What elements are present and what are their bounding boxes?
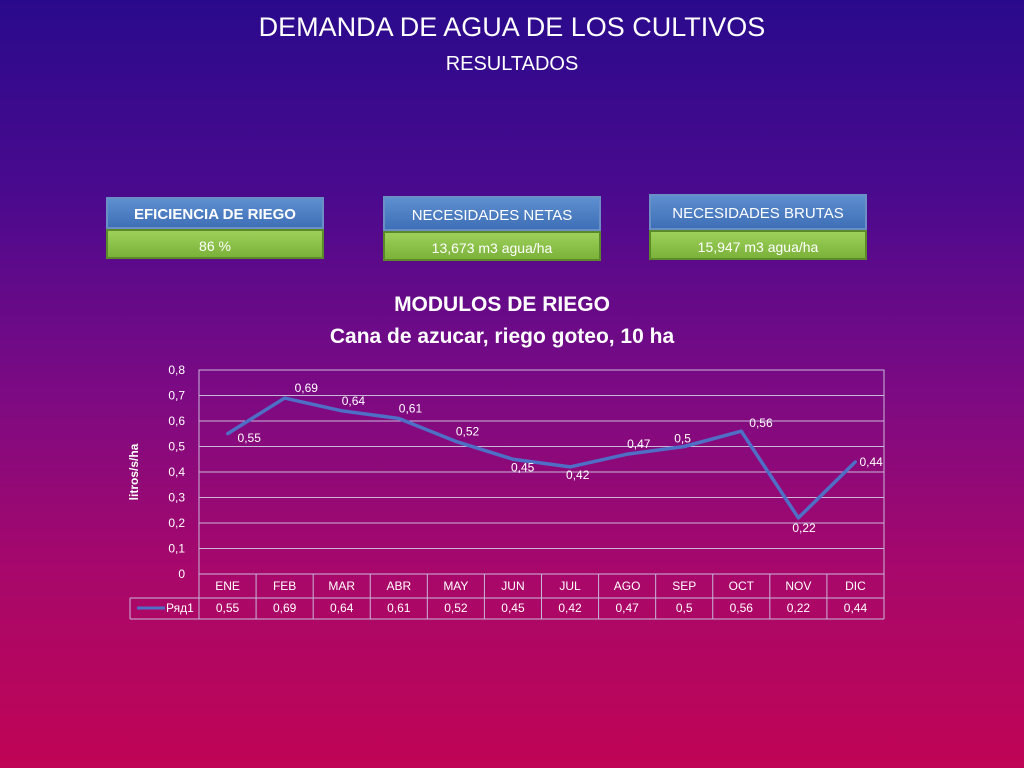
gross-needs-value: 15,947 m3 agua/ha — [649, 230, 867, 260]
table-cell: 0,52 — [444, 601, 468, 615]
series-line — [226, 396, 857, 520]
legend-entry: Ряд1 — [166, 601, 194, 615]
x-tick-label: ENE — [215, 579, 240, 593]
x-tick-label: MAY — [443, 579, 468, 593]
y-tick-label: 0,1 — [168, 542, 185, 556]
data-label: 0,5 — [674, 432, 691, 446]
table-cell: 0,55 — [216, 601, 240, 615]
x-tick-label: ABR — [386, 579, 411, 593]
data-point — [511, 457, 515, 461]
y-tick-label: 0,7 — [168, 389, 185, 403]
net-needs-label: NECESIDADES NETAS — [383, 196, 601, 231]
data-point — [340, 409, 344, 413]
table-cell: 0,22 — [787, 601, 811, 615]
y-tick-label: 0,3 — [168, 491, 185, 505]
y-axis-label: litros/s/ha — [127, 443, 141, 500]
x-tick-label: OCT — [729, 579, 755, 593]
irrigation-efficiency-box: EFICIENCIA DE RIEGO 86 % — [106, 197, 324, 259]
table-cell: 0,42 — [558, 601, 582, 615]
data-point — [283, 396, 287, 400]
data-point — [226, 432, 230, 436]
y-tick-label: 0,2 — [168, 516, 185, 530]
page-subtitle: RESULTADOS — [445, 53, 579, 75]
x-tick-label: NOV — [785, 579, 811, 593]
data-point — [796, 516, 800, 520]
y-tick-label: 0,6 — [168, 414, 185, 428]
net-needs-box: NECESIDADES NETAS 13,673 m3 agua/ha — [383, 196, 601, 261]
data-label: 0,45 — [511, 460, 535, 474]
y-tick-label: 0,5 — [168, 440, 185, 454]
data-label: 0,47 — [627, 437, 651, 451]
x-tick-label: SEP — [672, 579, 696, 593]
table-cell: 0,64 — [330, 601, 354, 615]
data-label: 0,64 — [342, 394, 366, 408]
data-point — [739, 429, 743, 433]
net-needs-value: 13,673 m3 agua/ha — [383, 231, 601, 261]
irrigation-efficiency-label: EFICIENCIA DE RIEGO — [106, 197, 324, 229]
page-title: DEMANDA DE AGUA DE LOS CULTIVOS — [258, 12, 766, 42]
table-cell: 0,44 — [844, 601, 868, 615]
x-tick-label: DIC — [845, 579, 866, 593]
data-point — [568, 465, 572, 469]
table-cell: 0,61 — [387, 601, 411, 615]
table-cell: 0,47 — [615, 601, 639, 615]
data-point — [625, 452, 629, 456]
data-label: 0,44 — [859, 455, 883, 469]
x-tick-label: AGO — [614, 579, 641, 593]
data-label: 0,22 — [792, 521, 816, 535]
table-cell: 0,69 — [273, 601, 297, 615]
x-tick-label: JUN — [501, 579, 524, 593]
data-point — [853, 460, 857, 464]
x-tick-label: FEB — [273, 579, 296, 593]
data-label: 0,69 — [295, 381, 319, 395]
data-point — [454, 439, 458, 443]
data-label: 0,61 — [399, 401, 423, 415]
table-cell: 0,5 — [676, 601, 693, 615]
data-label: 0,42 — [566, 468, 590, 482]
irrigation-efficiency-value: 86 % — [106, 229, 324, 259]
y-tick-label: 0,4 — [168, 465, 185, 479]
gross-needs-label: NECESIDADES BRUTAS — [649, 194, 867, 230]
y-tick-label: 0,8 — [168, 363, 185, 377]
table-cell: 0,56 — [730, 601, 754, 615]
chart-subtitle: Cana de azucar, riego goteo, 10 ha — [329, 325, 675, 348]
gross-needs-box: NECESIDADES BRUTAS 15,947 m3 agua/ha — [649, 194, 867, 260]
data-label: 0,56 — [749, 416, 773, 430]
x-tick-label: JUL — [559, 579, 581, 593]
y-tick-label: 0 — [178, 567, 185, 581]
data-label: 0,55 — [238, 431, 262, 445]
x-tick-label: MAR — [328, 579, 355, 593]
data-label: 0,52 — [456, 424, 480, 438]
table-cell: 0,45 — [501, 601, 525, 615]
data-point — [682, 445, 686, 448]
chart-title: MODULOS DE RIEGO — [394, 293, 610, 316]
data-point — [397, 416, 401, 420]
